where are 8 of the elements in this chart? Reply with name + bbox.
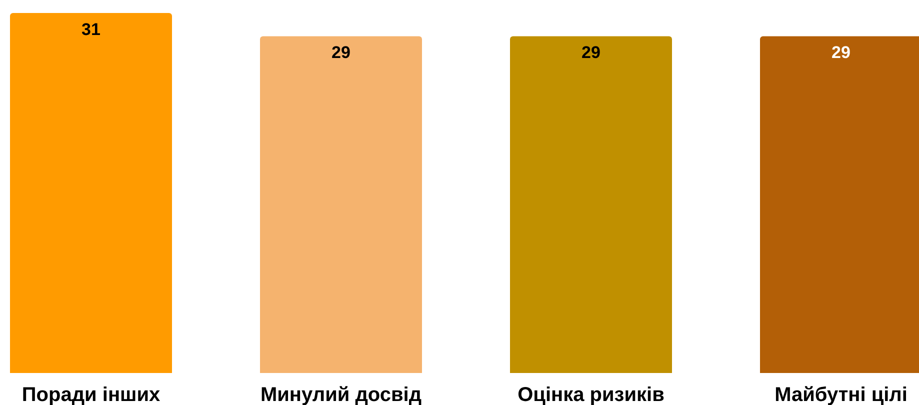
data-label: 29 [332,43,350,62]
x-tick-label: Майбутні цілі [774,384,908,405]
data-label: 29 [832,43,850,62]
x-tick-label: Минулий досвід [260,384,422,405]
x-tick-label: Поради інших [22,384,160,405]
data-label: 29 [582,43,600,62]
data-label: 31 [82,20,100,39]
x-tick-label: Оцінка ризиків [518,384,664,405]
